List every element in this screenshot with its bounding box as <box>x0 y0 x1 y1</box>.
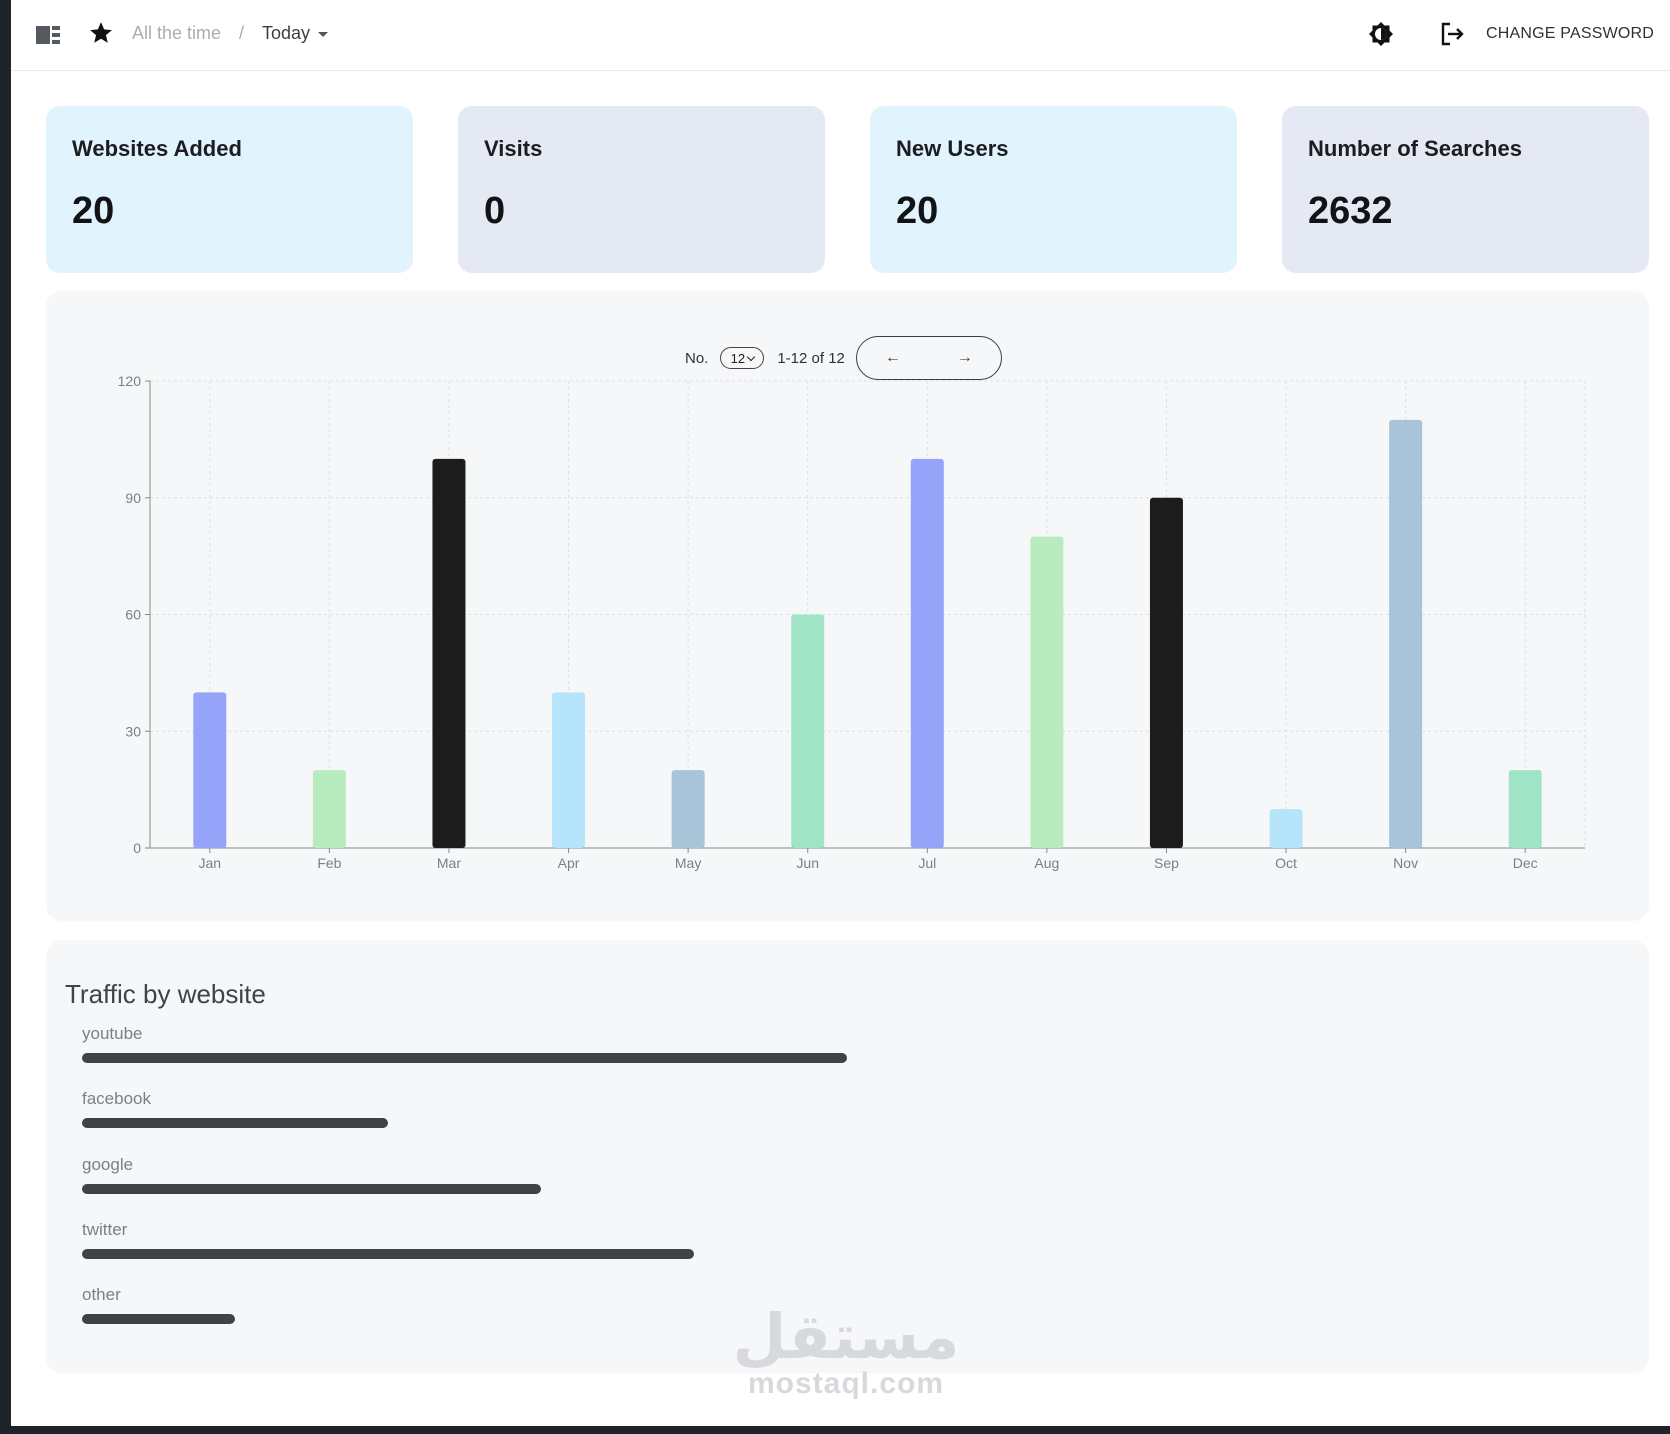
per-page-value: 12 <box>730 350 746 366</box>
chevron-down-icon <box>746 352 756 361</box>
traffic-label: twitter <box>82 1220 128 1239</box>
traffic-bar <box>82 1053 847 1063</box>
traffic-bar <box>82 1249 694 1259</box>
logout-icon[interactable] <box>1438 20 1466 48</box>
y-tick-label: 90 <box>125 490 141 506</box>
stat-card-websites-added: Websites Added 20 <box>46 106 413 273</box>
stat-card-new-users: New Users 20 <box>870 106 1237 273</box>
bar-oct <box>1269 809 1303 848</box>
top-bar: All the time / Today CHANGE PASSWORD <box>11 0 1670 71</box>
traffic-title: Traffic by website <box>65 979 266 1009</box>
traffic-row-google: google <box>82 1155 541 1194</box>
x-tick-label: Oct <box>1275 855 1297 871</box>
dashboard-app: All the time / Today CHANGE PASSWORD Web… <box>11 0 1670 1426</box>
bar-sep <box>1149 497 1183 848</box>
stat-title: New Users <box>896 136 1009 161</box>
change-password-button[interactable]: CHANGE PASSWORD <box>1486 25 1655 42</box>
bar-jul <box>910 458 944 848</box>
traffic-row-facebook: facebook <box>82 1089 388 1128</box>
traffic-label: other <box>82 1285 121 1304</box>
bar-feb <box>312 770 346 848</box>
bar-aug <box>1030 536 1064 848</box>
pager-label: No. <box>685 349 709 367</box>
stat-value: 20 <box>896 190 939 232</box>
bar-jun <box>791 614 825 848</box>
y-tick-label: 120 <box>118 373 142 389</box>
x-tick-label: Mar <box>437 855 461 871</box>
traffic-label: google <box>82 1155 134 1174</box>
prev-page-button[interactable]: ← <box>884 349 901 366</box>
x-tick-label: Jul <box>918 855 936 871</box>
stat-value: 0 <box>484 190 506 232</box>
stat-value: 20 <box>72 190 115 232</box>
x-tick-label: Jan <box>199 855 222 871</box>
traffic-label: youtube <box>82 1024 143 1043</box>
pager-nav: ← → <box>855 336 1002 380</box>
watermark-latin: mostaql.com <box>747 1367 945 1400</box>
traffic-row-other: other <box>82 1285 235 1324</box>
chart-pager: No. 12 1-12 of 12 ← → <box>685 336 1002 380</box>
traffic-bar <box>82 1184 541 1194</box>
stat-card-number-of-searches: Number of Searches 2632 <box>1282 106 1649 273</box>
y-tick-label: 30 <box>125 723 141 739</box>
breadcrumb-today-dropdown[interactable]: Today <box>262 23 329 44</box>
next-page-button[interactable]: → <box>956 349 973 366</box>
stat-card-visits: Visits 0 <box>458 106 825 273</box>
pager-range: 1-12 of 12 <box>777 349 845 367</box>
stat-title: Websites Added <box>72 136 242 161</box>
bar-mar <box>432 458 466 848</box>
bar-apr <box>552 692 586 848</box>
x-tick-label: Sep <box>1154 855 1179 871</box>
x-tick-label: Apr <box>558 855 580 871</box>
star-icon[interactable] <box>88 20 114 46</box>
bar-nov <box>1389 419 1423 848</box>
sidebar-icon[interactable] <box>35 24 61 46</box>
watermark: مستقل mostaql.com <box>711 1305 981 1399</box>
bar-dec <box>1508 770 1542 848</box>
traffic-bar <box>82 1118 388 1128</box>
breadcrumb-separator: / <box>239 23 245 43</box>
breadcrumb-all-the-time[interactable]: All the time <box>132 23 222 43</box>
stat-value: 2632 <box>1308 190 1393 232</box>
per-page-select[interactable]: 12 <box>720 347 765 369</box>
x-tick-label: May <box>675 855 701 871</box>
bar-jan <box>193 692 227 848</box>
x-tick-label: Nov <box>1393 855 1418 871</box>
stat-title: Number of Searches <box>1308 136 1522 161</box>
traffic-row-twitter: twitter <box>82 1220 694 1259</box>
y-tick-label: 0 <box>133 840 141 856</box>
breadcrumb-today-label: Today <box>262 23 311 43</box>
traffic-panel <box>46 940 1649 1373</box>
x-tick-label: Dec <box>1513 855 1538 871</box>
caret-down-icon <box>318 32 329 37</box>
traffic-row-youtube: youtube <box>82 1024 847 1063</box>
x-tick-label: Aug <box>1034 855 1059 871</box>
y-tick-label: 60 <box>125 607 141 623</box>
x-tick-label: Jun <box>796 855 819 871</box>
bar-may <box>671 770 705 848</box>
monthly-bar-chart: 0 30 60 90 120 Jan Feb Mar Apr May Jun Jul Aug Sep Oct… <box>118 373 1586 871</box>
x-tick-label: Feb <box>317 855 341 871</box>
stat-title: Visits <box>484 136 543 161</box>
watermark-arabic: مستقل <box>732 1300 960 1373</box>
traffic-bar <box>82 1314 235 1324</box>
traffic-label: facebook <box>82 1089 151 1108</box>
theme-toggle-icon[interactable] <box>1367 20 1395 48</box>
